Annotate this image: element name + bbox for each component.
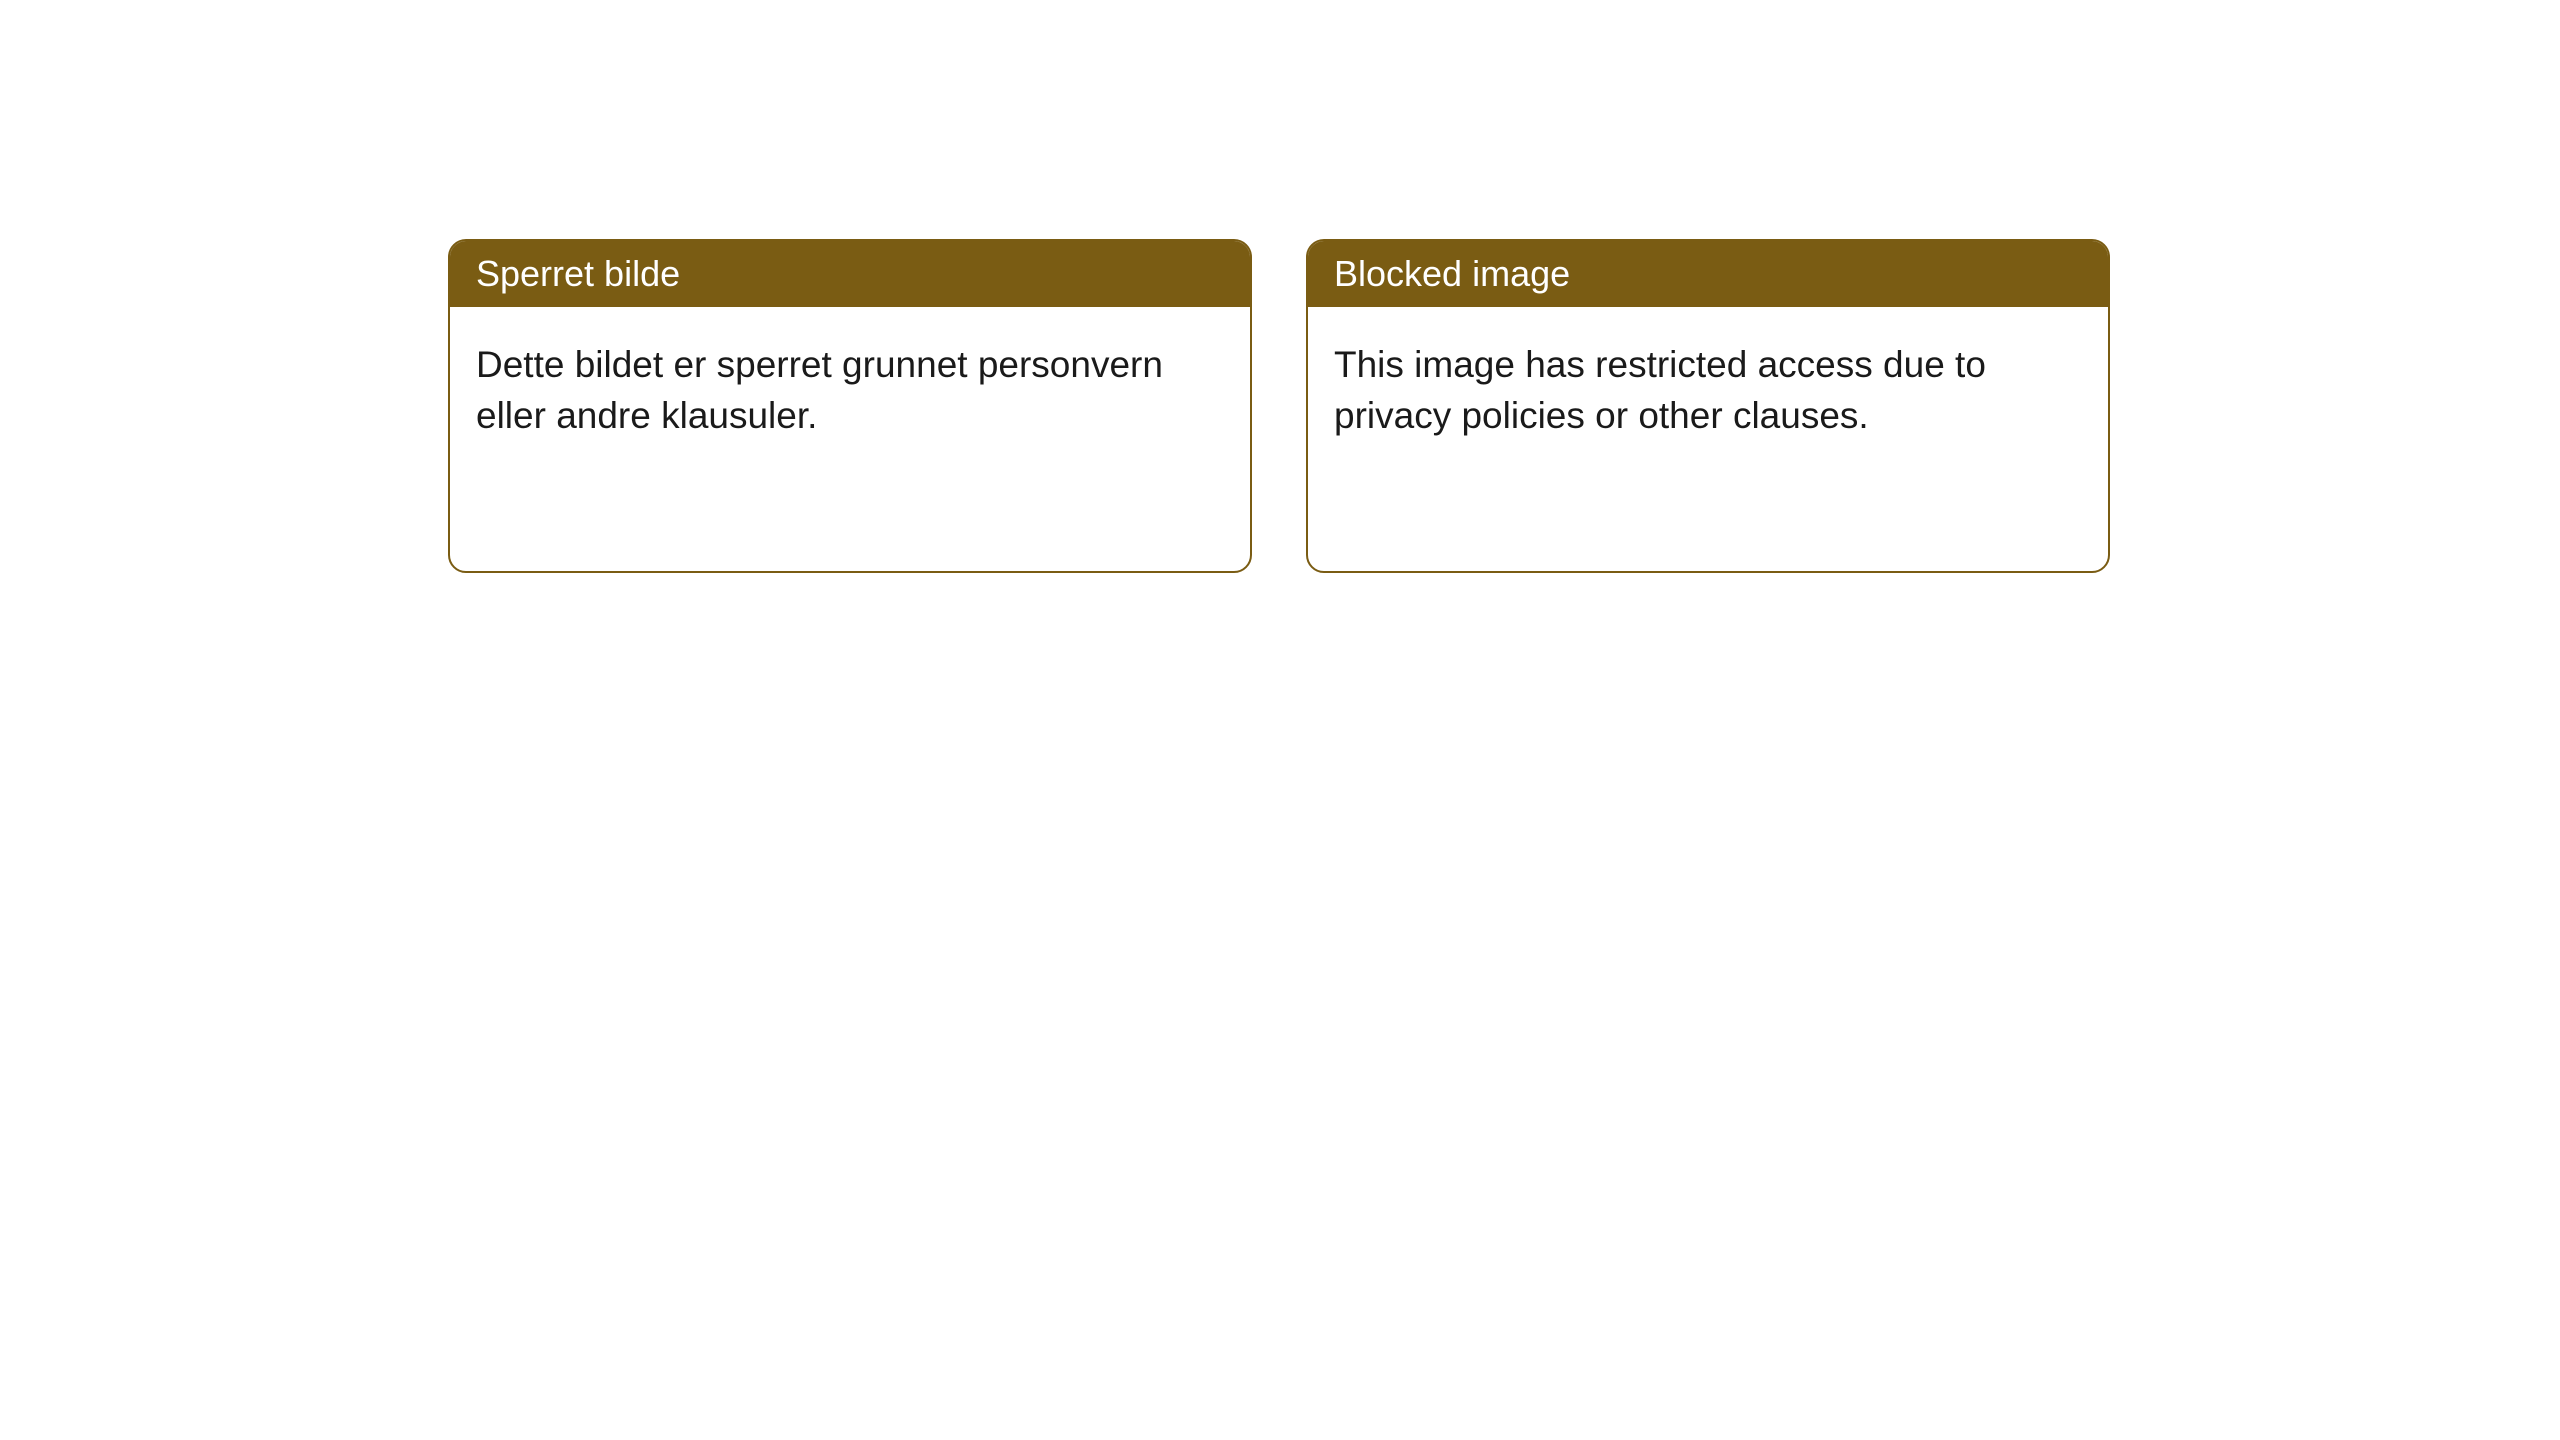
- cards-container: Sperret bilde Dette bildet er sperret gr…: [0, 0, 2560, 573]
- card-body: Dette bildet er sperret grunnet personve…: [450, 307, 1250, 467]
- card-header: Blocked image: [1308, 241, 2108, 307]
- card-header: Sperret bilde: [450, 241, 1250, 307]
- card-body: This image has restricted access due to …: [1308, 307, 2108, 467]
- blocked-image-card-no: Sperret bilde Dette bildet er sperret gr…: [448, 239, 1252, 573]
- blocked-image-card-en: Blocked image This image has restricted …: [1306, 239, 2110, 573]
